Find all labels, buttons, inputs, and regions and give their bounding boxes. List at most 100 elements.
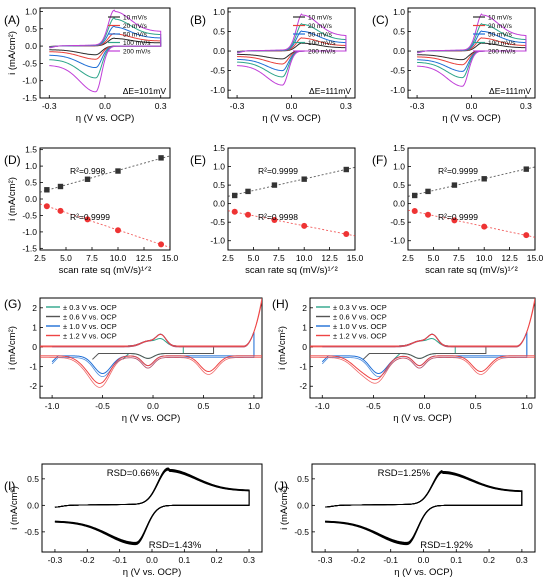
y-tick-label: 0.0 [213, 46, 225, 56]
x-tick-label: -0.2 [80, 555, 95, 565]
rsd-annotation-bottom: RSD=1.92% [420, 540, 473, 551]
x-axis-label: η (V vs. OCP) [442, 113, 501, 124]
x-tick-label: -0.3 [410, 101, 425, 111]
x-tick-label: -1.0 [45, 401, 60, 411]
y-tick-label: 1.0 [213, 162, 225, 172]
y-tick-label: 1.5 [25, 145, 37, 155]
x-tick-label: 0.2 [483, 555, 495, 565]
x-tick-label: 0.0 [419, 401, 431, 411]
panel-D: (D) 2.5 5.0 7.5 10.0 12.5 15.0 -1.5 -1.0 -0.5 0.0 0… [4, 145, 179, 276]
x-tick-label: 2.5 [222, 253, 234, 263]
legend: ± 0.3 V vs. OCP± 0.6 V vs. OCP± 1.0 V vs… [46, 303, 117, 341]
data-point-circle [343, 231, 350, 238]
x-axis-label: η (V vs. OCP) [122, 413, 181, 424]
data-point-circle [425, 211, 432, 218]
rsd-annotation-bottom: RSD=1.43% [149, 540, 202, 551]
y-tick-label: -0.5 [22, 58, 37, 68]
x-tick-label: 0.3 [516, 555, 528, 565]
panel-F: (F) 2.5 5.0 7.5 10.0 12.5 15.0 -1.0 -0.5 0.0 0.5 1.… [372, 143, 544, 276]
data-point-square [425, 188, 431, 195]
y-tick-label: 2 [32, 303, 37, 313]
data-point-circle [84, 216, 91, 223]
panel-label: (F) [372, 153, 387, 167]
tick-group: -0.3 -0.2 -0.1 0.0 0.1 0.2 0.3 -0.5 0.0 0.5 [24, 474, 255, 565]
plot-area [237, 13, 347, 86]
data-point-circle [411, 208, 418, 215]
y-tick-label: 0.5 [25, 178, 37, 188]
x-tick-label: 15.0 [527, 253, 544, 263]
data-point-square [271, 182, 278, 188]
y-tick-label: 1.0 [393, 162, 405, 172]
x-tick-label: -0.3 [230, 101, 245, 111]
y-tick-label: -1.0 [22, 76, 37, 86]
y-tick-label: -1.5 [22, 243, 37, 253]
x-tick-label: 0.0 [99, 101, 111, 111]
legend-label: ± 1.2 V vs. OCP [333, 332, 387, 341]
cv-curve [49, 9, 162, 93]
x-tick-label: 2.5 [34, 253, 46, 263]
y-tick-label: -1.0 [210, 236, 225, 246]
panel-label: (C) [372, 13, 389, 27]
y-tick-label: 0.5 [393, 26, 405, 36]
legend-label: 200 mV/s [488, 49, 516, 56]
y-tick-label: 1.0 [393, 7, 405, 17]
rsd-annotation-top: RSD=1.25% [378, 468, 431, 479]
x-tick-label: 7.5 [453, 253, 465, 263]
delta-e-annotation: ΔE=111mV [309, 86, 351, 96]
data-point-circle [158, 241, 165, 248]
tick-group: 2.5 5.0 7.5 10.0 12.5 15.0 -1.5 -1.0 -0.5 0.0 0.5 1… [22, 145, 178, 263]
data-point-square [158, 155, 164, 161]
y-axis-label: i (mA/cm²) [7, 177, 18, 221]
x-tick-label: 1.0 [521, 401, 533, 411]
data-point-circle [245, 211, 252, 218]
x-axis-label: η (V vs. OCP) [123, 567, 182, 578]
y-axis-label: i (mA/cm²) [7, 326, 18, 370]
panel-label: (D) [4, 153, 21, 167]
legend-label: ± 0.3 V vs. OCP [63, 303, 117, 312]
cv-curve-repeat [310, 298, 535, 384]
plot-area [49, 9, 162, 93]
y-tick-label: 0.0 [213, 199, 225, 209]
data-point-circle [43, 203, 50, 210]
y-axis-label: i (mA/cm²) [7, 31, 18, 75]
x-tick-label: 12.5 [501, 253, 518, 263]
x-tick-label: 5.0 [60, 253, 72, 263]
x-tick-label: 15.0 [162, 253, 179, 263]
legend-label: 50 mV/s [123, 32, 148, 39]
y-tick-label: 1.5 [213, 143, 225, 153]
cv-curve [325, 470, 523, 545]
x-tick-label: -0.2 [351, 555, 366, 565]
y-tick-label: -0.5 [294, 527, 309, 537]
r2-annotation: R²=0.9998 [258, 212, 298, 222]
x-tick-label: 0.0 [418, 555, 430, 565]
legend-label: ± 0.3 V vs. OCP [333, 303, 387, 312]
r2-annotation: R²=0.9999 [70, 212, 110, 222]
y-tick-label: -0.5 [390, 217, 405, 227]
y-tick-label: -0.5 [390, 66, 405, 76]
legend: ± 0.3 V vs. OCP± 0.6 V vs. OCP± 1.0 V vs… [316, 303, 387, 341]
legend-label: 20 mV/s [123, 23, 148, 30]
x-tick-label: 0.5 [198, 401, 210, 411]
x-tick-label: -0.1 [112, 555, 127, 565]
y-tick-label: 2 [302, 303, 307, 313]
y-tick-label: -2 [299, 381, 307, 391]
legend-label: ± 0.6 V vs. OCP [333, 313, 387, 322]
x-tick-label: 15.0 [347, 253, 364, 263]
y-tick-label: 0.0 [27, 500, 39, 510]
y-tick-label: -1.0 [390, 236, 405, 246]
y-tick-label: -0.5 [210, 217, 225, 227]
cv-curve [237, 13, 347, 86]
data-point-square [245, 188, 251, 195]
y-tick-label: 1.0 [25, 6, 37, 16]
legend-label: 10 mV/s [488, 15, 513, 22]
plot-area [40, 298, 262, 388]
x-axis-label: scan rate sq (mV/s)¹ᐟ² [59, 265, 152, 276]
data-point-circle [451, 217, 458, 224]
x-tick-label: 7.5 [273, 253, 285, 263]
cv-curve [54, 467, 250, 546]
y-tick-label: 0.0 [393, 199, 405, 209]
y-tick-label: 0.5 [25, 24, 37, 34]
